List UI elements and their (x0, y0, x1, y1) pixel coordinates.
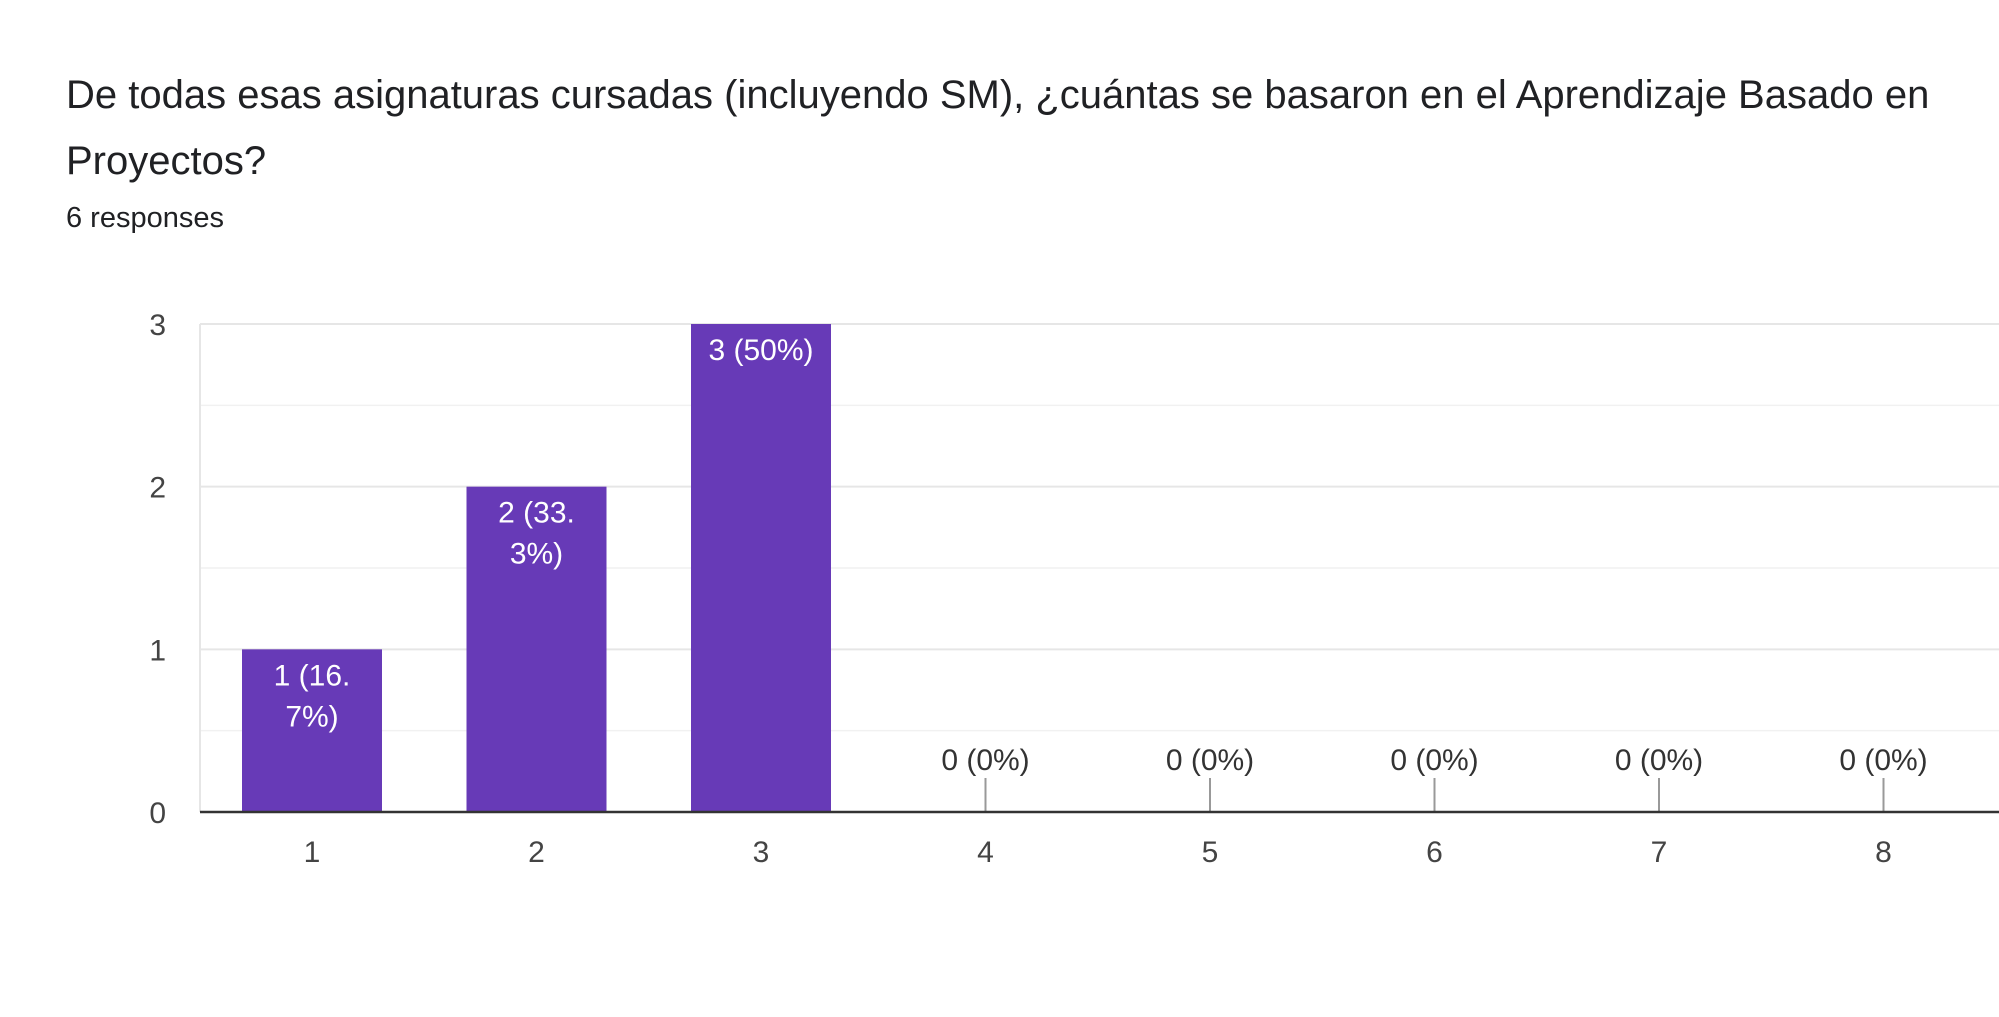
y-tick-label: 0 (149, 797, 166, 830)
x-tick-label: 7 (1651, 836, 1668, 869)
x-tick-label: 6 (1426, 836, 1443, 869)
y-tick-label: 2 (149, 472, 166, 505)
data-label-2: 2 (33. (498, 497, 575, 530)
data-label-1: 1 (16. (274, 659, 351, 692)
bar-1 (242, 649, 382, 812)
y-tick-label: 3 (149, 309, 166, 342)
bar-3 (691, 324, 831, 812)
data-label-6: 0 (0%) (1390, 744, 1478, 777)
x-tick-label: 2 (528, 836, 545, 869)
data-label-7: 0 (0%) (1615, 744, 1703, 777)
bar-2 (466, 486, 607, 812)
x-tick-label: 8 (1875, 836, 1892, 869)
y-tick-label: 1 (149, 634, 166, 667)
data-label-3: 3 (50%) (708, 334, 813, 367)
data-label-4: 0 (0%) (941, 744, 1029, 777)
data-label-1: 7%) (285, 700, 338, 733)
question-title: De todas esas asignaturas cursadas (incl… (66, 73, 1930, 183)
response-count: 6 responses (66, 202, 224, 234)
x-tick-label: 3 (753, 836, 770, 869)
data-labels: 1 (16. 7%) 2 (33. 3%) 3 (50%) 0 (0%) 0 (0%) 0 (… (274, 334, 1928, 777)
x-tick-label: 1 (304, 836, 321, 869)
x-tick-label: 4 (977, 836, 994, 869)
data-label-2: 3%) (510, 538, 563, 571)
data-label-8: 0 (0%) (1839, 744, 1927, 777)
bars (242, 324, 1885, 812)
axes: 0 1 2 3 1 2 3 4 5 6 7 8 (149, 309, 1999, 869)
x-tick-label: 5 (1202, 836, 1219, 869)
data-label-5: 0 (0%) (1166, 744, 1254, 777)
